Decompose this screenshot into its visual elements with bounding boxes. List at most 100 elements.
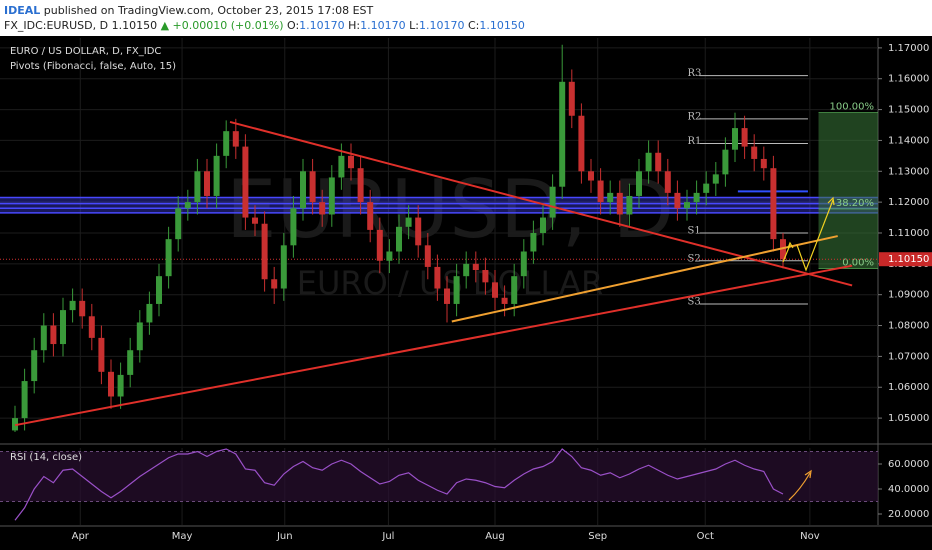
candle-body [50,325,57,345]
candle-body [136,322,143,351]
candle-body [770,168,777,240]
arrow [788,469,812,501]
candle-body [741,128,748,147]
header-line: IDEAL published on TradingView.com, Octo… [4,4,374,17]
candle-body [59,310,66,345]
candle-body [655,152,662,172]
pivot-label: S2 [687,253,700,264]
pivot-label: R3 [687,68,701,79]
candle-body [683,202,690,209]
candle-body [251,217,258,224]
x-tick-label: Aug [485,531,505,542]
author: IDEAL [4,4,40,17]
symbol: FX_IDC:EURUSD, D [4,19,108,32]
candle-body [491,282,498,298]
ohlc-1v: 1.10170 [360,19,406,32]
legend-entry: EURO / US DOLLAR, D, FX_IDC [10,46,161,57]
ohlc-0v: 1.10170 [299,19,345,32]
candle-body [597,180,604,203]
candle-body [223,131,230,156]
candle-body [328,177,335,215]
y-tick-label: 1.17000 [888,43,929,54]
candle-body [539,217,546,233]
watermark-sub: EURO / US DOLLAR [297,264,603,302]
rsi-title: RSI (14, close) [10,452,82,463]
pivot-label: R2 [687,111,701,122]
x-tick-label: Apr [72,531,90,542]
candle-body [357,168,364,203]
rsi-band [0,451,878,502]
candle-body [338,155,345,178]
y-tick-label: 1.13000 [888,166,929,177]
candle-body [731,128,738,150]
x-tick-label: May [172,531,193,542]
candle-body [88,316,95,338]
candle-body [79,300,86,317]
candle-body [213,155,220,196]
candle-body [347,155,354,169]
candle-body [175,208,182,240]
last-price-box [879,252,932,267]
y-tick-label: 1.14000 [888,135,929,146]
symbol-line: FX_IDC:EURUSD, D 1.10150 ▲ +0.00010 (+0.… [4,19,525,32]
candle-body [530,232,537,252]
candle-body [290,208,297,246]
candle-body [722,149,729,175]
trendline [229,120,853,287]
candle-body [760,158,767,169]
price: 1.10150 [112,19,158,32]
y-tick-label: 1.05000 [888,413,929,424]
candle-body [107,371,114,397]
ohlc-2k: L: [409,19,419,32]
arrow [782,241,794,263]
ohlc-1k: H: [348,19,360,32]
candle-body [443,288,450,304]
candle-body [674,192,681,209]
candle-body [635,171,642,196]
candle-body [501,297,508,304]
candle-body [184,202,191,209]
candle-body [559,81,566,187]
candle-body [395,226,402,252]
header-bg [0,0,932,36]
candle-body [626,195,633,215]
candle-body [386,251,393,261]
candle-body [127,350,134,375]
published: published on TradingView.com, October 23… [44,4,374,17]
candle-body [367,202,374,230]
candle-body [712,174,719,184]
candle-body [309,171,316,203]
y-tick-label: 1.15000 [888,105,929,116]
change: ▲ +0.00010 (+0.01%) [161,19,284,32]
candle-body [703,183,710,193]
y-tick-label: 1.12000 [888,197,929,208]
fib-label: 38.20% [836,198,874,209]
candle-body [319,202,326,215]
fib-label: 0.00% [842,257,874,268]
ohlc-0k: O: [287,19,299,32]
candle-body [232,131,239,147]
candle-body [587,171,594,181]
candle-body [203,171,210,196]
candle-body [549,186,556,218]
rsi-line [14,448,784,521]
ohlc-2v: 1.10170 [419,19,465,32]
y-tick-label: 1.07000 [888,351,929,362]
candle-body [453,276,460,304]
candle-body [280,245,287,289]
candle-body [415,217,422,246]
candle-body [146,303,153,323]
candle-body [376,229,383,261]
trendline [14,264,853,427]
candle-body [664,171,671,193]
trendline [451,235,838,323]
y-tick-label: 1.08000 [888,321,929,332]
band [0,197,878,213]
candle-body [607,192,614,203]
candle-body [69,300,76,311]
candle-body [261,223,268,280]
legend-entry: Pivots (Fibonacci, false, Auto, 15) [10,61,176,72]
ohlc-3v: 1.10150 [479,19,525,32]
